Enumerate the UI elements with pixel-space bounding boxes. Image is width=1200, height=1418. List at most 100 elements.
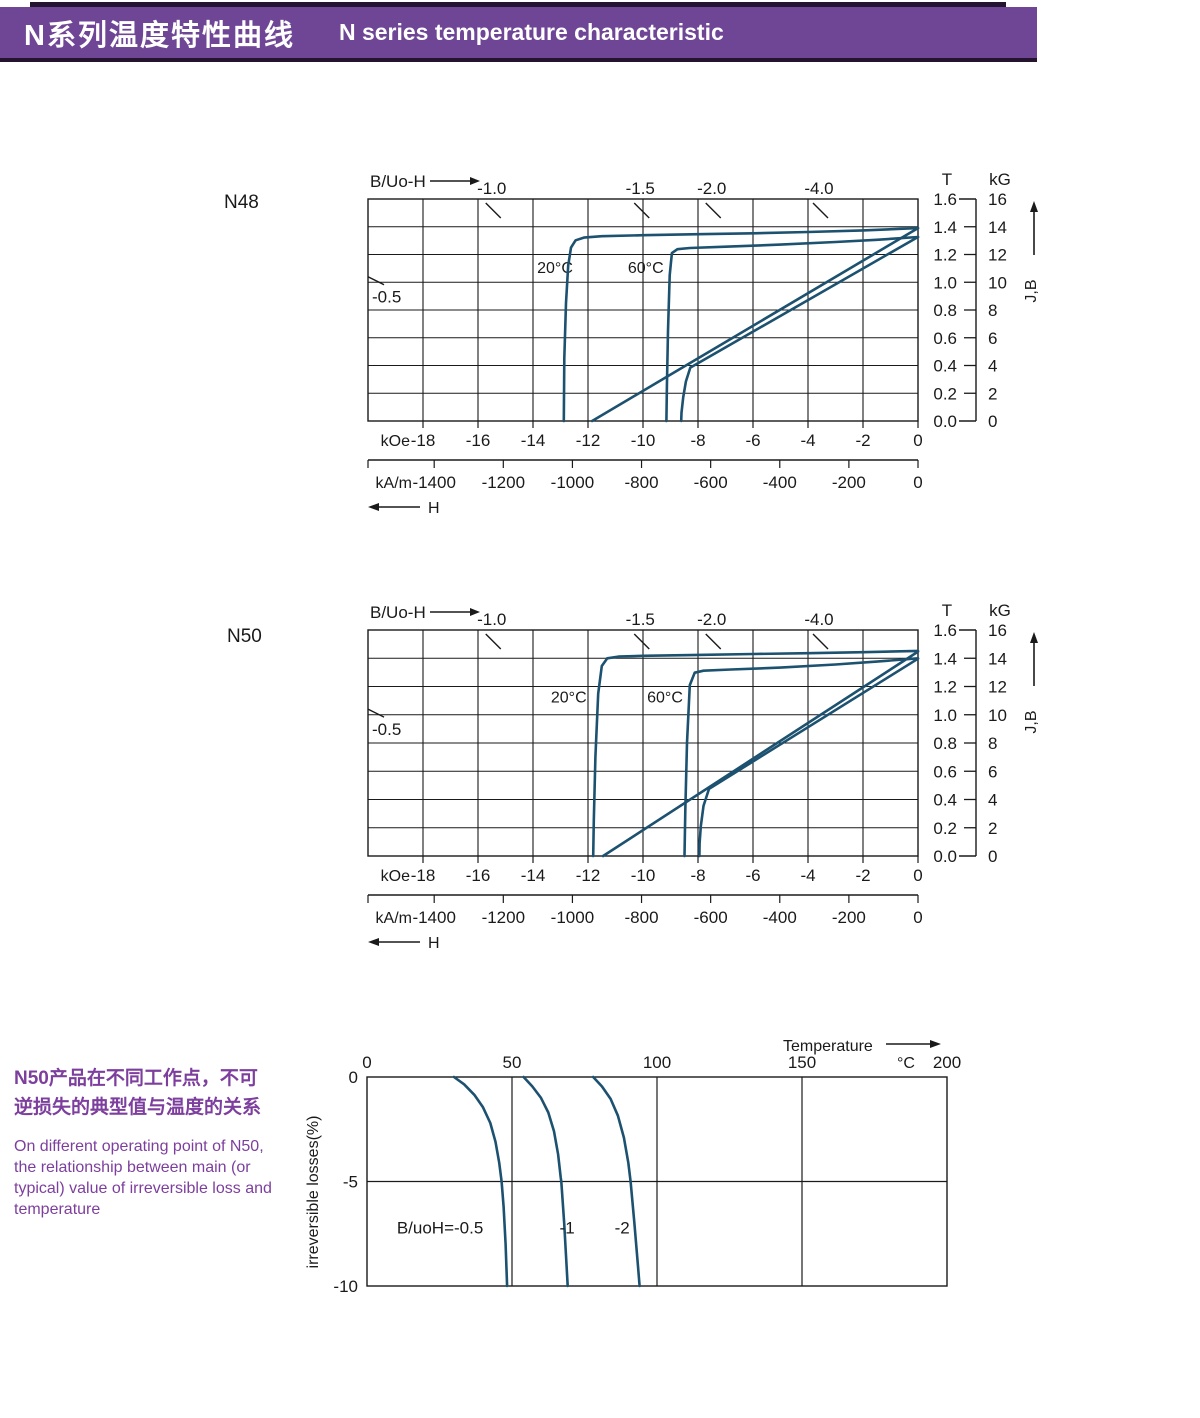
curve--1: [522, 1075, 570, 1288]
up-arrowhead-icon: [1030, 201, 1038, 212]
kOe-unit-label: kOe: [381, 868, 410, 885]
load-line-slash: [633, 633, 650, 650]
curve-b-20-c: [590, 226, 920, 423]
kAm-tick-label: -1400: [412, 473, 455, 492]
page-title-zh: N系列温度特性曲线: [24, 19, 295, 52]
kAm-tick-label: -1200: [482, 473, 525, 492]
temperature-axis-label: Temperature: [783, 1038, 873, 1055]
load-line-slash: [812, 633, 829, 650]
kOe-tick-label: -10: [631, 431, 656, 450]
T-tick-label: 1.6: [933, 621, 957, 640]
curve-b-20-c: [601, 650, 920, 858]
kG-tick-label: 0: [988, 412, 997, 431]
load-line-slash: [485, 633, 502, 650]
T-unit-label: T: [942, 170, 952, 189]
curve-j-60-c: [683, 656, 920, 858]
kAm-tick-label: -800: [625, 473, 659, 492]
up-arrowhead-icon: [1030, 632, 1038, 643]
kOe-tick-label: -6: [745, 431, 760, 450]
load-line-label: -1.0: [477, 610, 506, 629]
h-axis-label: H: [428, 500, 440, 517]
kG-tick-label: 12: [988, 678, 1007, 697]
note-en-line1: On different operating point of N50,: [14, 1138, 264, 1155]
chart-label-n50: N50: [227, 626, 262, 647]
temp-tick-label: 0: [362, 1053, 371, 1072]
note-en: On different operating point of N50, the…: [14, 1136, 334, 1220]
load-line-slash: [367, 276, 385, 286]
kG-tick-label: 6: [988, 762, 997, 781]
load-line-slash: [705, 202, 722, 219]
kOe-unit-label: kOe: [381, 433, 410, 450]
curve-b-uoh-0.5: [452, 1075, 509, 1288]
note-zh-line2: 逆损失的典型值与温度的关系: [14, 1097, 262, 1118]
right-arrowhead-icon: [470, 177, 480, 185]
kOe-tick-label: -8: [690, 866, 705, 885]
banner-top-rule: [30, 2, 1006, 7]
T-tick-label: 1.2: [933, 678, 957, 697]
temp-tick-label: 50: [503, 1053, 522, 1072]
kOe-tick-label: 0: [913, 431, 922, 450]
T-tick-label: 1.4: [933, 218, 957, 237]
T-tick-label: 0.0: [933, 847, 957, 866]
note-zh-line1: N50产品在不同工作点，不可: [14, 1068, 258, 1089]
kG-unit-label: kG: [989, 601, 1011, 620]
kOe-tick-label: -12: [576, 866, 601, 885]
kAm-unit-label: kA/m: [376, 910, 412, 927]
jb-axis-label: J,B: [1023, 710, 1040, 733]
temp-tick-label: 100: [643, 1053, 671, 1072]
note-en-line4: temperature: [14, 1201, 101, 1218]
kOe-tick-label: -6: [745, 866, 760, 885]
curve-label: -2: [615, 1218, 630, 1237]
curve-b-60-c: [679, 235, 920, 423]
kOe-tick-label: -4: [800, 866, 815, 885]
kOe-tick-label: -2: [855, 431, 870, 450]
load-line-label: -2.0: [697, 179, 726, 198]
kOe-tick-label: -14: [521, 431, 546, 450]
loss-tick-label: -10: [333, 1277, 358, 1296]
load-line-label: -1.0: [477, 179, 506, 198]
T-tick-label: 0.2: [933, 384, 957, 403]
load-line-label: -0.5: [372, 720, 401, 739]
kG-tick-label: 8: [988, 301, 997, 320]
note-zh: N50产品在不同工作点，不可 逆损失的典型值与温度的关系: [14, 1064, 334, 1122]
kG-tick-label: 4: [988, 791, 997, 810]
T-tick-label: 0.8: [933, 734, 957, 753]
axis-title-buoh: B/Uo-H: [370, 603, 426, 622]
curve-b-60-c: [698, 657, 920, 858]
kG-unit-label: kG: [989, 170, 1011, 189]
kAm-tick-label: -600: [694, 908, 728, 927]
kAm-tick-label: -400: [763, 473, 797, 492]
temp-label: 60°C: [628, 260, 664, 277]
kG-tick-label: 10: [988, 706, 1007, 725]
kOe-tick-label: -12: [576, 431, 601, 450]
kOe-tick-label: -10: [631, 866, 656, 885]
kG-tick-label: 14: [988, 649, 1007, 668]
degC-unit-label: °C: [897, 1055, 915, 1072]
kOe-tick-label: 0: [913, 866, 922, 885]
kAm-tick-label: -1000: [551, 473, 594, 492]
kAm-tick-label: -600: [694, 473, 728, 492]
kAm-tick-label: -1200: [482, 908, 525, 927]
T-tick-label: 0.2: [933, 819, 957, 838]
kAm-tick-label: 0: [913, 908, 922, 927]
temp-label: 60°C: [647, 689, 683, 706]
kAm-unit-label: kA/m: [376, 475, 412, 492]
kG-tick-label: 6: [988, 329, 997, 348]
kAm-tick-label: -1000: [551, 908, 594, 927]
curve-j-60-c: [665, 235, 920, 423]
kAm-tick-label: 0: [913, 473, 922, 492]
left-arrowhead-icon: [368, 938, 379, 946]
h-axis-label: H: [428, 935, 440, 952]
kOe-tick-label: -14: [521, 866, 546, 885]
kG-tick-label: 0: [988, 847, 997, 866]
T-tick-label: 0.4: [933, 357, 957, 376]
temp-label: 20°C: [551, 689, 587, 706]
loss-tick-label: -5: [343, 1173, 358, 1192]
header-banner: N系列温度特性曲线 N series temperature character…: [0, 7, 1037, 62]
kG-tick-label: 2: [988, 819, 997, 838]
load-line-slash: [705, 633, 722, 650]
kOe-tick-label: -4: [800, 431, 815, 450]
left-arrowhead-icon: [368, 503, 379, 511]
kG-tick-label: 14: [988, 218, 1007, 237]
